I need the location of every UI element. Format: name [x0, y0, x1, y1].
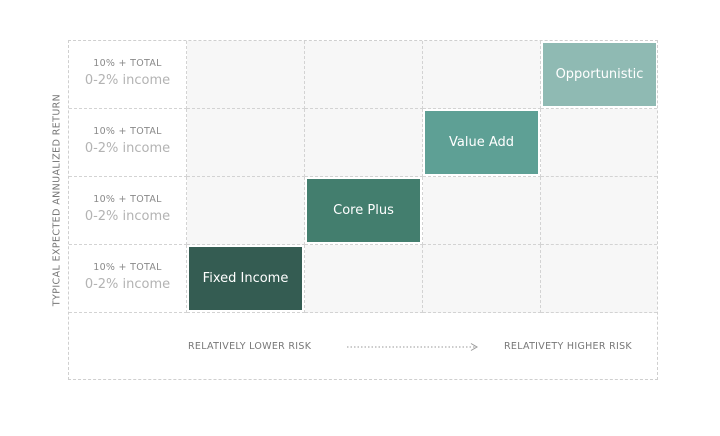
strategy-label: Fixed Income	[202, 271, 289, 286]
grid-cell	[187, 109, 305, 177]
grid-cell: Value Add	[423, 109, 541, 177]
grid-cell	[423, 177, 541, 245]
grid-cell	[423, 41, 541, 109]
arrow-right-icon	[347, 343, 478, 351]
strategy-label: Opportunistic	[555, 67, 644, 82]
grid-cell	[541, 109, 657, 177]
row-total-label: 10% + TOTAL	[93, 194, 162, 205]
row-label-4: 10% + TOTAL 0-2% income	[69, 245, 187, 313]
strategy-core-plus: Core Plus	[307, 179, 420, 242]
row-income-label: 0-2% income	[84, 277, 171, 292]
grid-cell	[305, 245, 423, 313]
grid-cell: Core Plus	[305, 177, 423, 245]
grid-cell: Fixed Income	[187, 245, 305, 313]
row-label-2: 10% + TOTAL 0-2% income	[69, 109, 187, 177]
strategy-label: Value Add	[449, 135, 514, 150]
row-income-label: 0-2% income	[84, 141, 171, 156]
grid-cell	[541, 177, 657, 245]
grid-cell	[305, 109, 423, 177]
row-total-label: 10% + TOTAL	[93, 262, 162, 273]
row-label-1: 10% + TOTAL 0-2% income	[69, 41, 187, 109]
row-total-label: 10% + TOTAL	[93, 58, 162, 69]
grid-cell: Opportunistic	[541, 41, 657, 109]
grid-cell	[423, 245, 541, 313]
grid-cell	[187, 41, 305, 109]
row-label-3: 10% + TOTAL 0-2% income	[69, 177, 187, 245]
strategy-value-add: Value Add	[425, 111, 538, 174]
grid-cell	[305, 41, 423, 109]
row-income-label: 0-2% income	[84, 209, 171, 224]
y-axis-label: TYPICAL EXPECTED ANNUALIZED RETURN	[51, 93, 63, 307]
row-total-label: 10% + TOTAL	[93, 126, 162, 137]
x-axis-high-label: RELATIVETY HIGHER RISK	[504, 341, 632, 352]
x-axis-row: RELATIVELY LOWER RISK RELATIVETY HIGHER …	[69, 313, 657, 379]
x-axis-low-label: RELATIVELY LOWER RISK	[188, 341, 312, 352]
grid-cell	[187, 177, 305, 245]
strategy-label: Core Plus	[333, 203, 394, 218]
grid-cell	[541, 245, 657, 313]
row-income-label: 0-2% income	[84, 73, 171, 88]
strategy-risk-return-grid: 10% + TOTAL 0-2% income Opportunistic 10…	[68, 40, 658, 380]
strategy-fixed-income: Fixed Income	[189, 247, 302, 310]
strategy-opportunistic: Opportunistic	[543, 43, 656, 106]
